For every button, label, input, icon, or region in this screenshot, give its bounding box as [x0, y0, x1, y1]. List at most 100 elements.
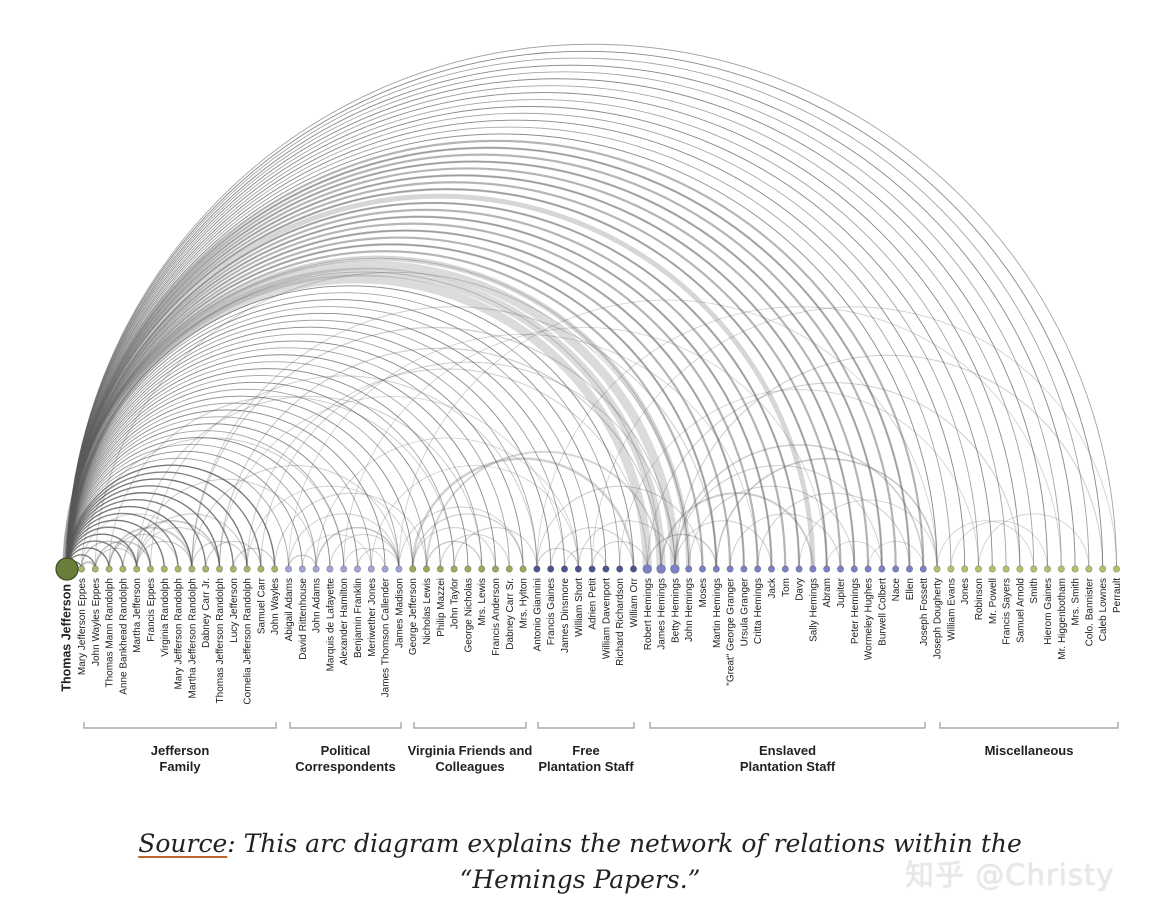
- relation-arc: [65, 181, 842, 570]
- node-john-taylor: [450, 565, 458, 573]
- relation-arc: [398, 506, 524, 570]
- label-james-thomson-callender: James Thomson Callender: [381, 577, 392, 697]
- label-david-rittenhouse: David Rittenhouse: [298, 578, 309, 660]
- node-mary-jefferson-eppes: [78, 565, 86, 573]
- node-martha-jefferson-randolph: [188, 565, 196, 573]
- relation-arc: [66, 292, 621, 570]
- label-james-madison: James Madison: [394, 578, 405, 648]
- node-antonio-giannini: [533, 565, 541, 573]
- relation-arc: [191, 465, 400, 570]
- relation-arc: [66, 402, 400, 570]
- node-richard-richardson: [616, 565, 624, 573]
- node-layer: [55, 557, 1121, 581]
- label-critta-hemings: Critta Hemings: [753, 578, 764, 644]
- label-ellen: Ellen: [905, 578, 916, 600]
- node-thomas-mann-randolph: [105, 565, 113, 573]
- node-john-wayles-eppes: [91, 565, 99, 573]
- relation-arc: [66, 464, 276, 570]
- relation-arc: [674, 354, 1104, 570]
- label-jupiter: Jupiter: [836, 577, 847, 608]
- node-nace: [892, 565, 900, 573]
- relation-arc: [66, 319, 565, 570]
- relation-arc: [274, 492, 427, 570]
- label-mrs-smith: Mrs. Smith: [1071, 578, 1082, 626]
- label-francis-sayers: Francis Sayers: [1002, 578, 1013, 645]
- relation-arc: [357, 547, 400, 570]
- node-mary-jefferson-randolph: [174, 565, 182, 573]
- label-mr-higgenbotham: Mr. Higgenbotham: [1057, 578, 1068, 660]
- relation-arc: [66, 354, 496, 570]
- relation-arc: [66, 478, 248, 570]
- node-william-short: [574, 565, 582, 573]
- relation-arc: [66, 312, 579, 570]
- relation-arc: [66, 395, 414, 570]
- relation-arc: [66, 368, 469, 570]
- label-colo-bannister: Colo. Bannister: [1084, 577, 1095, 646]
- relation-arc: [66, 285, 634, 570]
- relation-arc: [66, 520, 165, 570]
- relation-arc: [591, 306, 1117, 570]
- relation-arc: [66, 50, 1104, 570]
- relation-arc: [66, 126, 952, 570]
- relation-arc: [66, 64, 1076, 570]
- relation-arc: [66, 444, 317, 570]
- relation-arc: [453, 527, 538, 570]
- relation-arc: [66, 492, 220, 570]
- node-betty-hemings: [670, 564, 680, 574]
- node-joseph-fossett: [919, 565, 927, 573]
- label-benjamin-franklin: Benjamin Franklin: [353, 578, 364, 658]
- relation-arc: [150, 375, 538, 570]
- relation-arc: [66, 340, 524, 570]
- node-mrs-smith: [1071, 565, 1079, 573]
- node-colo-bannister: [1085, 565, 1093, 573]
- label-william-evans: William Evans: [946, 578, 957, 641]
- label-mrs-hylton: Mrs. Hylton: [519, 578, 530, 629]
- relation-arc: [65, 215, 773, 570]
- relation-arc: [646, 382, 1021, 570]
- relation-arc: [411, 457, 635, 570]
- label-tom: Tom: [781, 578, 792, 597]
- relation-arc: [66, 326, 552, 570]
- relation-arc: [577, 520, 676, 570]
- relation-arc: [66, 99, 1007, 570]
- node-tom: [781, 565, 789, 573]
- relation-arc: [66, 285, 634, 570]
- relation-arc: [329, 534, 400, 570]
- relation-arc: [66, 78, 1048, 570]
- label-richard-richardson: Richard Richardson: [615, 578, 626, 666]
- label-betty-hemings: Betty Hemings: [670, 578, 681, 643]
- node-mr-powell: [988, 565, 996, 573]
- relation-arc: [66, 188, 828, 570]
- relation-arc: [674, 520, 772, 570]
- label-martin-hemings: Martin Hemings: [712, 578, 723, 648]
- relation-arc: [536, 306, 1062, 570]
- relation-arc: [315, 526, 400, 570]
- node-dabney-carr-jr: [202, 565, 210, 573]
- relation-arc: [66, 519, 165, 570]
- relation-arc: [65, 139, 925, 570]
- relation-arc: [66, 71, 1062, 570]
- relation-arc: [108, 526, 193, 570]
- relation-arc: [826, 541, 883, 570]
- node-john-wayles: [271, 565, 279, 573]
- relation-arc: [301, 534, 372, 570]
- source-link[interactable]: Source: [138, 829, 228, 858]
- relation-arc: [66, 423, 358, 570]
- relation-arc: [66, 92, 1021, 570]
- label-john-hemings: John Hemings: [684, 578, 695, 642]
- label-abram: Abram: [822, 578, 833, 607]
- label-james-dinsmore: James Dinsmore: [560, 578, 571, 653]
- relation-arc: [62, 260, 680, 570]
- relation-arc: [66, 64, 1076, 570]
- node-martin-hemings: [712, 565, 720, 573]
- node-samuel-arnold: [1016, 565, 1024, 573]
- relation-arc: [66, 430, 345, 570]
- relation-arc: [191, 306, 717, 570]
- node-anne-bankhead-randolph: [119, 565, 127, 573]
- label-abigail-adams: Abigail Adams: [284, 578, 295, 641]
- relation-arc: [66, 388, 427, 570]
- relation-arc: [936, 520, 1035, 570]
- relation-arc: [65, 236, 732, 570]
- relation-arc: [62, 274, 652, 570]
